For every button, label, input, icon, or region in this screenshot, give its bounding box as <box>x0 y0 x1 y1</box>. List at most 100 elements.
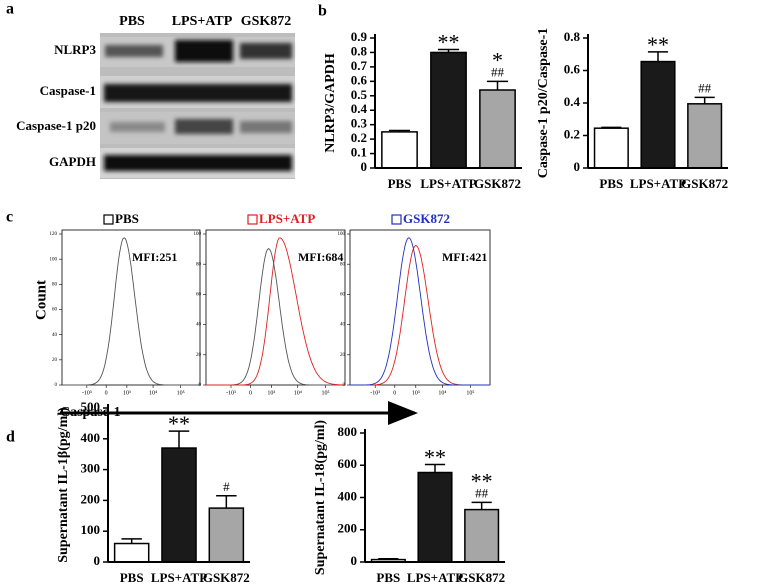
x-tick-label: LPS+ATP <box>407 570 463 585</box>
row-label: GAPDH <box>49 154 96 169</box>
y-tick-label: 80 <box>340 262 346 267</box>
bar <box>161 447 197 563</box>
y-tick-label: 400 <box>81 430 101 445</box>
x-tick-label: -10³ <box>370 390 380 396</box>
row-label: Caspase-1 <box>40 83 96 98</box>
x-tick-label: 10⁵ <box>321 390 329 396</box>
band <box>240 121 292 133</box>
y-tick-label: 0.5 <box>351 87 368 102</box>
band <box>104 155 292 171</box>
y-tick-label: 0.3 <box>351 116 368 131</box>
bar <box>113 542 150 563</box>
histogram <box>206 248 345 386</box>
lane-label: PBS <box>119 14 145 29</box>
x-tick-label: 10⁵ <box>177 390 185 396</box>
y-tick-label: 0 <box>343 383 346 388</box>
y-tick-label: 200 <box>81 491 101 506</box>
y-tick-label: 60 <box>196 293 202 298</box>
y-tick-label: 0.6 <box>351 72 368 87</box>
bar <box>430 51 467 169</box>
y-tick-label: 0.4 <box>564 94 581 109</box>
x-tick-label: 10³ <box>412 390 420 396</box>
bar <box>640 60 676 169</box>
y-tick-label: 80 <box>52 282 58 287</box>
x-tick-label: PBS <box>388 176 412 191</box>
blot <box>100 33 295 179</box>
y-tick-label: 100 <box>338 232 346 237</box>
panel-label: b <box>318 3 327 20</box>
y-tick-label: 0.9 <box>351 29 368 44</box>
y-tick-label: 100 <box>81 522 101 537</box>
bar <box>208 507 245 563</box>
panel-label: c <box>6 209 13 226</box>
y-axis-label: Caspase-1 p20/Caspase-1 <box>536 28 551 179</box>
legend-label: LPS+ATP <box>259 211 315 226</box>
x-tick-label: 0 <box>249 390 252 396</box>
x-tick-label: 0 <box>393 390 396 396</box>
y-tick-label: 100 <box>194 232 202 237</box>
x-tick-label: 10⁴ <box>294 390 302 396</box>
y-tick-label: 40 <box>52 333 58 338</box>
x-tick-label: GSK872 <box>458 570 505 585</box>
x-tick-label: 10⁵ <box>466 390 474 396</box>
bar <box>593 127 629 169</box>
significance-marker: ** <box>438 30 460 55</box>
y-tick-label: 60 <box>340 293 346 298</box>
x-tick-label: 10³ <box>267 390 275 396</box>
x-tick-label: LPS+ATP <box>630 176 686 191</box>
plot-frame <box>349 229 491 386</box>
x-tick-label: LPS+ATP <box>151 570 207 585</box>
x-tick-label: GSK872 <box>203 570 250 585</box>
significance-marker: # <box>223 479 230 494</box>
y-tick-label: 0 <box>199 383 202 388</box>
bar <box>464 508 500 563</box>
legend-swatch <box>391 214 402 225</box>
band <box>175 119 233 134</box>
x-tick-label: PBS <box>376 570 400 585</box>
band <box>105 45 163 57</box>
x-tick-label: 10⁴ <box>438 390 446 396</box>
legend-label: GSK872 <box>403 211 450 226</box>
legend-swatch <box>247 214 258 225</box>
histogram <box>350 237 490 386</box>
significance-marker: ** <box>471 468 493 493</box>
plot-frame <box>205 229 346 386</box>
y-tick-label: 500 <box>81 399 101 414</box>
x-tick-label: 10⁴ <box>149 390 157 396</box>
x-tick-label: LPS+ATP <box>420 176 476 191</box>
x-tick-label: PBS <box>120 570 144 585</box>
histogram <box>350 245 490 386</box>
y-tick-label: 20 <box>340 353 346 358</box>
row-label: Caspase-1 p20 <box>16 118 96 133</box>
x-axis-label: Caspase-1 <box>60 405 121 420</box>
y-tick-label: 0.2 <box>564 126 580 141</box>
y-tick-label: 60 <box>52 308 58 313</box>
x-tick-label: 10³ <box>123 390 131 396</box>
significance-marker: * <box>492 47 503 72</box>
legend-swatch <box>103 214 114 225</box>
y-tick-label: 0.4 <box>351 101 368 116</box>
mfi-label: MFI:421 <box>442 250 487 264</box>
band <box>110 122 165 132</box>
y-tick-label: 0.7 <box>351 58 368 73</box>
y-axis-label: Count <box>33 280 49 320</box>
significance-marker: ** <box>424 444 446 469</box>
bar <box>417 471 453 563</box>
bar <box>687 103 723 169</box>
y-tick-label: 0 <box>574 159 581 174</box>
x-tick-label: 0 <box>105 390 108 396</box>
y-axis-label: Supernatant IL-1β(pg/ml) <box>56 407 71 563</box>
histogram <box>206 237 345 386</box>
y-tick-label: 400 <box>338 488 358 503</box>
lane-label: LPS+ATP <box>172 14 233 29</box>
x-tick-label: PBS <box>599 176 623 191</box>
y-tick-label: 0 <box>351 553 358 568</box>
x-tick-label: -10³ <box>82 390 92 396</box>
panel-label: a <box>6 1 14 18</box>
plot-frame <box>61 229 201 386</box>
bar <box>479 89 516 169</box>
y-tick-label: 0.8 <box>351 43 368 58</box>
y-tick-label: 0 <box>55 383 58 388</box>
y-tick-label: 0.2 <box>351 130 367 145</box>
legend-label: PBS <box>115 211 139 226</box>
